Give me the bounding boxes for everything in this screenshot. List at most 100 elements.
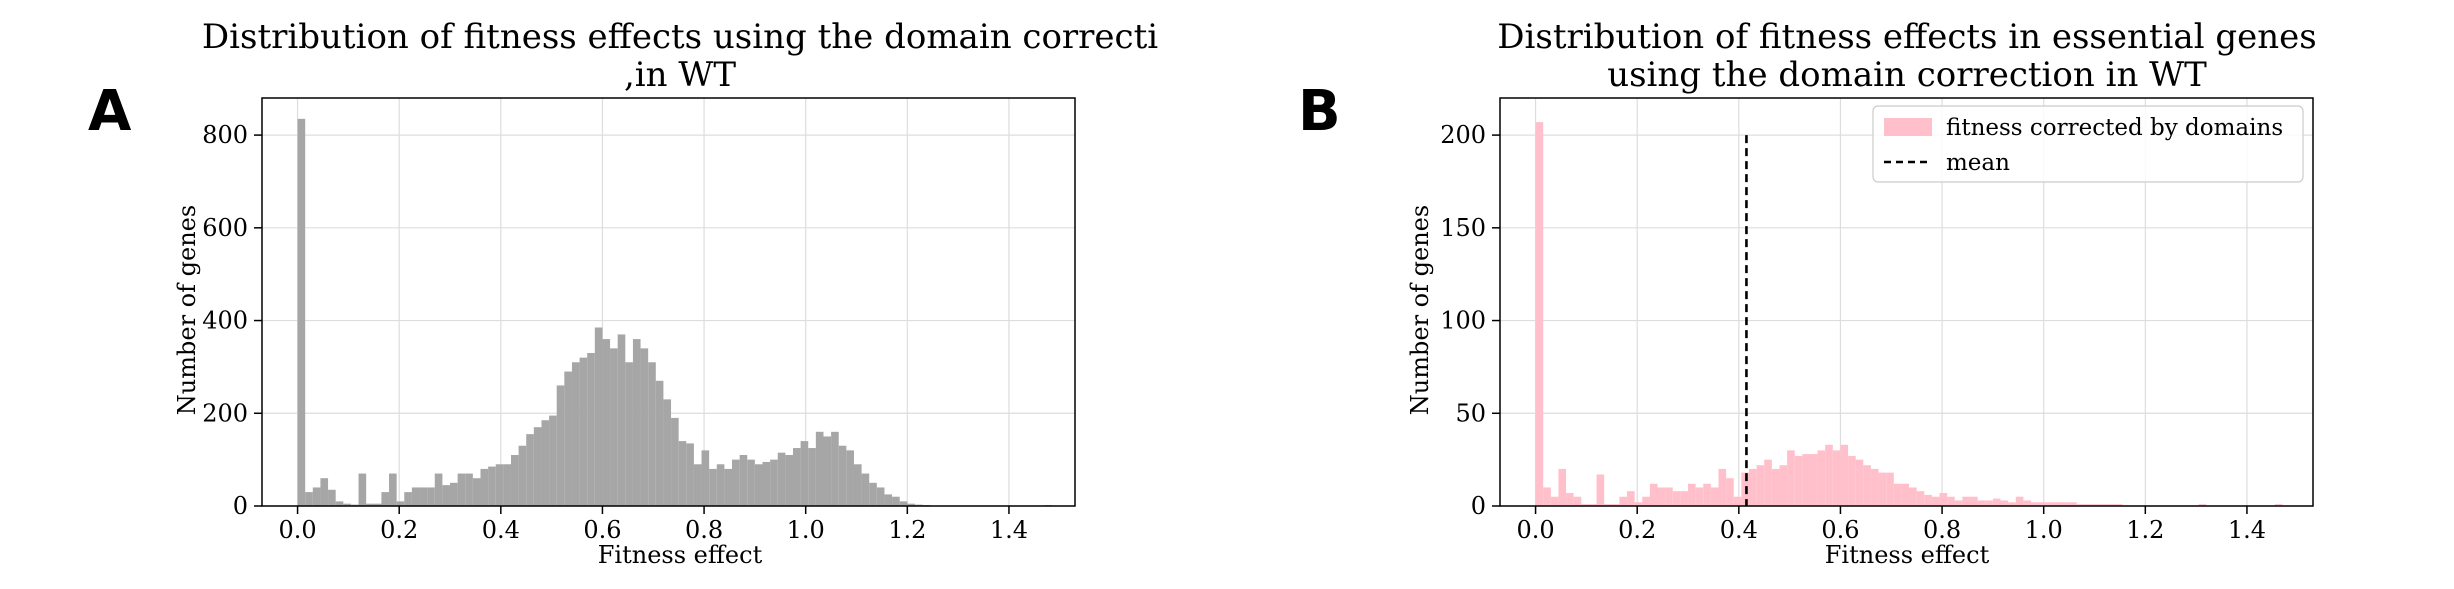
histogram-bar: [1886, 472, 1894, 506]
histogram-bar: [1718, 468, 1727, 506]
legend-box: [1872, 105, 2304, 183]
histogram-bar: [1558, 468, 1567, 506]
histogram-bar: [2069, 502, 2077, 506]
histogram-bar: [1748, 468, 1757, 506]
histogram-bar: [1665, 487, 1673, 506]
histogram-bar: [1642, 496, 1650, 506]
histogram-bar: [503, 464, 511, 506]
histogram-bar: [488, 466, 496, 506]
histogram-bar: [655, 380, 664, 506]
histogram-bar: [556, 385, 565, 506]
histogram-bar: [1878, 472, 1887, 506]
chart-b-x-tick-label: 0.6: [1821, 516, 1859, 544]
panel-label-b: B: [1298, 79, 1341, 144]
chart-b-y-tick-label: 100: [1440, 307, 1486, 335]
histogram-bar: [533, 427, 542, 506]
histogram-bar: [625, 362, 633, 506]
histogram-bar: [716, 464, 725, 506]
histogram-bar: [762, 461, 771, 506]
histogram-bar: [434, 473, 443, 506]
chart-a-y-tick-label: 400: [202, 307, 248, 335]
histogram-bar: [312, 487, 321, 506]
histogram-bar: [1543, 487, 1551, 506]
histogram-panel-a: Distribution of fitness effects using th…: [173, 17, 1158, 569]
histogram-bar: [602, 339, 611, 506]
chart-b-x-tick-label: 0.2: [1618, 516, 1656, 544]
histogram-bar: [732, 459, 740, 506]
chart-b-x-axis-label: Fitness effect: [1825, 541, 1990, 569]
chart-a-y-axis-label: Number of genes: [173, 205, 201, 415]
histogram-bar: [2030, 502, 2039, 506]
histogram-bar: [1604, 504, 1612, 506]
histogram-bar: [899, 501, 908, 506]
histogram-bar: [861, 473, 870, 506]
chart-b-x-tick-label: 0.4: [1720, 516, 1758, 544]
chart-a-y-tick-label: 600: [202, 214, 248, 242]
histogram-bar: [2099, 504, 2108, 506]
histogram-bar: [2091, 504, 2100, 506]
histogram-bar: [1977, 500, 1986, 506]
histogram-bar: [1657, 487, 1666, 506]
histogram-bar: [785, 455, 793, 506]
histogram-bar: [1550, 496, 1559, 506]
histogram-bar: [1863, 465, 1871, 506]
legend-label-fitness: fitness corrected by domains: [1946, 115, 2283, 141]
histogram-bar: [1566, 493, 1574, 506]
histogram-bar: [450, 482, 458, 506]
histogram-bar: [320, 478, 329, 506]
histogram-bar: [510, 455, 519, 506]
histogram-bar: [1779, 465, 1788, 506]
chart-a-title-line2: ,in WT: [624, 55, 736, 95]
histogram-bar: [442, 485, 451, 506]
chart-a-x-tick-label: 0.6: [583, 516, 621, 544]
histogram-bar: [747, 459, 755, 506]
panel-label-a: A: [88, 79, 132, 144]
chart-b-title: Distribution of fitness effects in essen…: [1497, 17, 2317, 57]
histogram-bar: [800, 441, 809, 506]
histogram-bar: [1855, 459, 1864, 506]
histogram-bar: [792, 448, 801, 506]
histogram-bar: [1901, 483, 1910, 506]
chart-b-ticks: 0.0 0.2 0.4 0.6 0.8 1.0 1.2 1.4 0 50 100 150 200: [1440, 121, 2266, 544]
histogram-bar: [1733, 496, 1742, 506]
histogram-bar: [808, 448, 816, 506]
histogram-bar: [640, 348, 649, 506]
histogram-bar: [815, 431, 824, 506]
histogram-bar: [594, 327, 603, 506]
histogram-bar: [549, 415, 557, 506]
histogram-bar: [1825, 444, 1833, 506]
histogram-bar: [1672, 491, 1681, 506]
histogram-bar: [2053, 502, 2062, 506]
histogram-bar: [1611, 504, 1620, 506]
histogram-bar: [632, 339, 641, 506]
histogram-bar: [2076, 504, 2085, 506]
histogram-bar: [1771, 468, 1780, 506]
chart-b-x-tick-label: 1.0: [2025, 516, 2063, 544]
histogram-bar: [1893, 483, 1902, 506]
histogram-bar: [846, 450, 854, 506]
histogram-bar: [663, 399, 672, 506]
histogram-bar: [1703, 483, 1711, 506]
histogram-bar: [1870, 468, 1879, 506]
histogram-bar: [343, 503, 351, 506]
histogram-bar: [2114, 504, 2123, 506]
histogram-bar: [1695, 487, 1704, 506]
histogram-bar: [297, 118, 306, 506]
histogram-bar: [1954, 500, 1963, 506]
histogram-bar: [411, 487, 420, 506]
chart-a-x-tick-label: 1.4: [990, 516, 1028, 544]
histogram-bar: [1931, 496, 1940, 506]
histogram-bar: [823, 436, 832, 506]
histogram-bar: [571, 362, 580, 506]
histogram-bar: [876, 487, 885, 506]
histogram-bar: [472, 478, 481, 506]
histogram-bar: [754, 464, 763, 506]
chart-b-y-tick-label: 150: [1440, 214, 1486, 242]
histogram-bar: [1596, 474, 1605, 506]
histogram-bar: [724, 468, 733, 506]
histogram-bar: [2023, 500, 2031, 506]
chart-b-x-tick-label: 0.8: [1923, 516, 1961, 544]
histogram-bar: [381, 492, 390, 506]
histogram-bar: [1726, 478, 1734, 506]
